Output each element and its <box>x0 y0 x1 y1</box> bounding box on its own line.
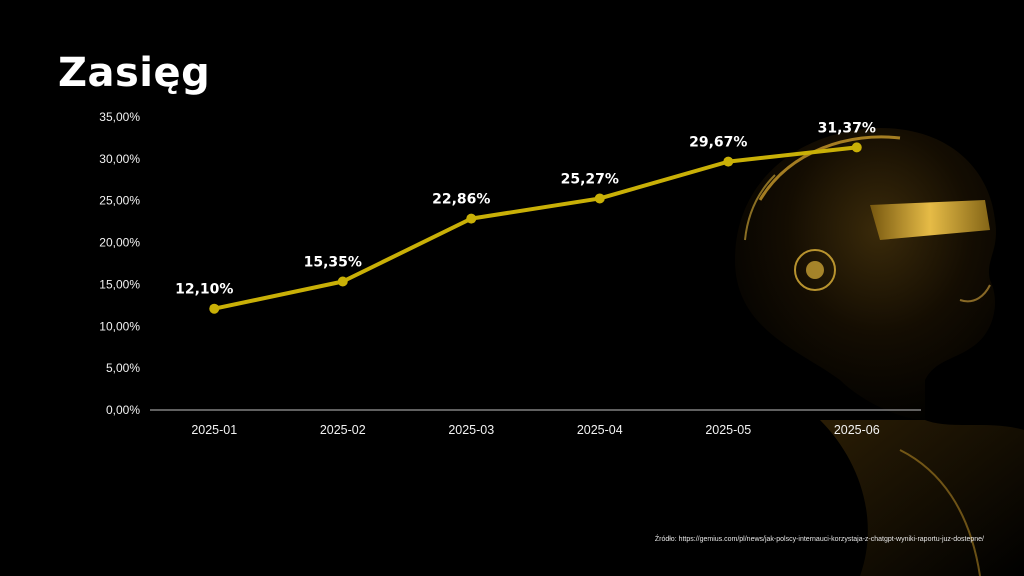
y-tick-label: 30,00% <box>99 152 140 166</box>
y-tick-label: 35,00% <box>99 110 140 124</box>
slide-title: Zasięg <box>58 50 211 96</box>
y-tick-label: 20,00% <box>99 236 140 250</box>
data-point <box>466 213 477 224</box>
data-point <box>209 303 220 314</box>
series-line <box>212 145 859 311</box>
y-tick-label: 15,00% <box>99 277 140 291</box>
data-label: 29,67% <box>689 135 747 151</box>
data-label: 22,86% <box>432 192 490 208</box>
data-point <box>337 276 348 287</box>
x-tick-label: 2025-01 <box>191 423 237 437</box>
x-tick-label: 2025-06 <box>834 423 880 437</box>
data-label: 31,37% <box>818 120 876 136</box>
x-tick-label: 2025-03 <box>448 423 494 437</box>
data-point <box>723 156 734 167</box>
data-label: 15,35% <box>304 254 362 270</box>
data-point <box>594 193 605 204</box>
x-tick-label: 2025-02 <box>320 423 366 437</box>
data-point <box>851 142 862 153</box>
y-tick-label: 0,00% <box>106 403 140 417</box>
y-tick-label: 25,00% <box>99 194 140 208</box>
x-tick-label: 2025-05 <box>705 423 751 437</box>
y-tick-label: 10,00% <box>99 319 140 333</box>
data-label: 25,27% <box>561 171 619 187</box>
y-tick-label: 5,00% <box>106 361 140 375</box>
source-note: Źródło: https://gemius.com/pl/news/jak-p… <box>654 536 984 543</box>
x-tick-label: 2025-04 <box>577 423 623 437</box>
data-label: 12,10% <box>175 282 233 298</box>
